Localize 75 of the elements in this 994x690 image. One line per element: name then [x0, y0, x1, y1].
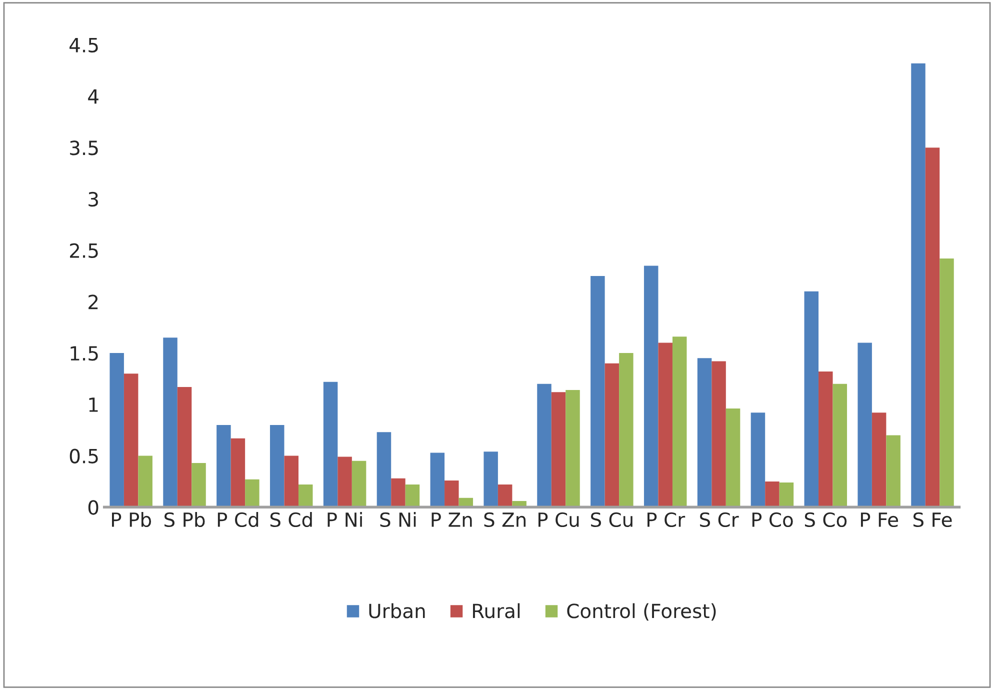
bar: [352, 460, 366, 508]
legend-label: Urban: [369, 603, 425, 618]
x-tick-label: P Pb: [112, 512, 152, 528]
bar: [537, 384, 552, 508]
x-tick-label: S Zn: [484, 512, 526, 528]
x-tick-label: S Pb: [164, 512, 205, 528]
bar: [658, 342, 672, 508]
bar: [323, 382, 338, 508]
bar: [566, 390, 580, 508]
bar: [163, 338, 178, 508]
bar: [177, 386, 192, 508]
bar: [940, 258, 954, 508]
x-tick-label: P Cu: [538, 512, 579, 528]
bar: [858, 342, 872, 508]
bar: [886, 435, 900, 508]
bar: [726, 408, 740, 508]
bar: [338, 456, 352, 508]
x-tick-label: P Fe: [860, 512, 898, 528]
bar: [872, 412, 886, 508]
bar: [590, 276, 605, 508]
legend-label: Control (Forest): [567, 603, 716, 621]
bar: [604, 363, 620, 508]
y-tick-label: 4: [88, 89, 98, 104]
y-tick-label: 1.5: [70, 346, 98, 361]
bar: [925, 148, 940, 508]
bar: [270, 424, 284, 508]
bar: [779, 482, 794, 508]
bar: [444, 480, 459, 508]
bar: [619, 353, 634, 508]
x-tick-label: P Cr: [648, 512, 686, 528]
bar: [216, 424, 231, 508]
x-tick-label: P Ni: [328, 512, 362, 527]
y-tick-label: 2: [88, 294, 98, 310]
bar: [430, 452, 445, 508]
x-tick-label: P Co: [752, 512, 793, 528]
bar: [911, 63, 926, 508]
bar: [832, 384, 848, 508]
bar: [498, 484, 512, 508]
bar: [644, 266, 658, 508]
bar: [284, 456, 298, 508]
x-tick-label: P Cd: [218, 512, 258, 528]
legend-label: Rural: [473, 603, 520, 618]
bar: [192, 462, 206, 508]
bar: [124, 374, 138, 508]
bar: [484, 452, 498, 508]
bar: [697, 358, 712, 508]
bar: [245, 479, 260, 508]
bar: [230, 438, 246, 508]
x-tick-label: P Zn: [432, 512, 472, 527]
bar: [712, 361, 726, 508]
bar: [765, 481, 780, 508]
y-tick-label: 3.5: [70, 140, 98, 156]
y-tick-label: 0.5: [70, 448, 98, 464]
bar: [818, 372, 833, 508]
bar: [405, 484, 420, 508]
bar: [298, 484, 313, 508]
y-tick-label: 4.5: [70, 38, 98, 53]
y-tick-label: 1: [89, 398, 98, 412]
x-tick-label: S Ni: [380, 512, 416, 528]
x-tick-label: S Co: [804, 512, 847, 528]
bar: [138, 456, 152, 508]
x-tick-label: S Cr: [700, 512, 739, 528]
bar: [110, 353, 124, 508]
y-tick-label: 3: [88, 192, 98, 207]
bar: [376, 432, 392, 508]
bar: [672, 336, 687, 508]
bar: [750, 412, 766, 508]
x-tick-label: S Fe: [913, 512, 952, 528]
bar: [551, 392, 566, 508]
x-tick-label: S Cu: [591, 512, 632, 528]
bar: [391, 478, 406, 508]
x-tick-label: S Cd: [270, 512, 312, 528]
y-tick-label: 0: [88, 500, 98, 515]
bar: [804, 291, 819, 508]
y-tick-label: 2.5: [70, 243, 98, 258]
